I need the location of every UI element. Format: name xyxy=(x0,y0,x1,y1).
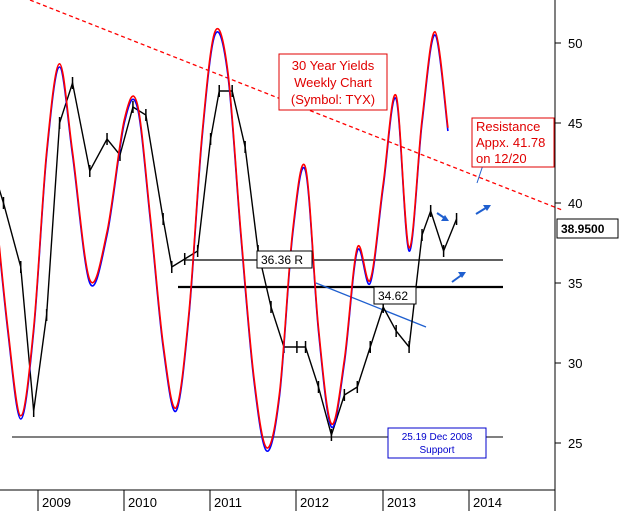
title-box: 30 Year Yields Weekly Chart (Symbol: TYX… xyxy=(278,53,388,111)
title-line: 30 Year Yields xyxy=(292,58,375,73)
x-tick-label: 2009 xyxy=(42,495,71,510)
level-r-text: 36.36 R xyxy=(261,253,303,267)
y-axis-ticks: 25 30 35 40 45 50 xyxy=(555,36,582,451)
support-text: Support xyxy=(419,445,454,456)
x-tick-label: 2011 xyxy=(214,495,242,510)
level-r-label: 36.36 R xyxy=(256,250,313,269)
resistance-line: on 12/20 xyxy=(476,151,527,166)
last-price-value: 38.9500 xyxy=(561,222,605,236)
price-series-line xyxy=(0,80,458,438)
y-tick-label: 40 xyxy=(568,196,582,211)
resistance-box-border xyxy=(471,117,555,168)
price-bars xyxy=(0,77,458,441)
y-tick-label: 35 xyxy=(568,276,582,291)
x-tick-label: 2010 xyxy=(128,495,157,510)
resistance-line: Resistance xyxy=(476,119,540,134)
down-arrow-right xyxy=(436,212,449,221)
resistance-pointer-arrow xyxy=(476,164,484,184)
title-line: (Symbol: TYX) xyxy=(291,92,375,107)
resistance-trendline xyxy=(29,0,563,211)
up-arrow-2 xyxy=(451,272,466,283)
last-price-box xyxy=(556,218,619,239)
y-tick-label: 50 xyxy=(568,36,582,51)
red-cycle-line xyxy=(0,28,449,449)
resistance-line: Appx. 41.78 xyxy=(476,135,545,150)
level-mid-label: 34.62 xyxy=(373,286,417,305)
support-text: 25.19 Dec 2008 xyxy=(402,432,473,443)
last-price-tag: 38.9500 xyxy=(556,218,619,239)
x-tick-label: 2013 xyxy=(387,495,416,510)
blue-trendline xyxy=(315,282,427,328)
y-tick-label: 45 xyxy=(568,116,582,131)
y-tick-label: 30 xyxy=(568,356,582,371)
y-tick-label: 25 xyxy=(568,436,582,451)
up-arrow-1 xyxy=(475,205,491,215)
x-tick-label: 2012 xyxy=(300,495,329,510)
x-axis-ticks: 2009 2010 2011 2012 2013 2014 xyxy=(37,490,556,511)
support-label: 25.19 Dec 2008 Support xyxy=(387,427,487,459)
title-line: Weekly Chart xyxy=(294,75,372,90)
level-mid-text: 34.62 xyxy=(378,289,408,303)
x-tick-label: 2014 xyxy=(473,495,502,510)
cycle-lines xyxy=(0,28,449,452)
resistance-box: Resistance Appx. 41.78 on 12/20 xyxy=(471,117,555,168)
title-box-border xyxy=(278,53,388,111)
